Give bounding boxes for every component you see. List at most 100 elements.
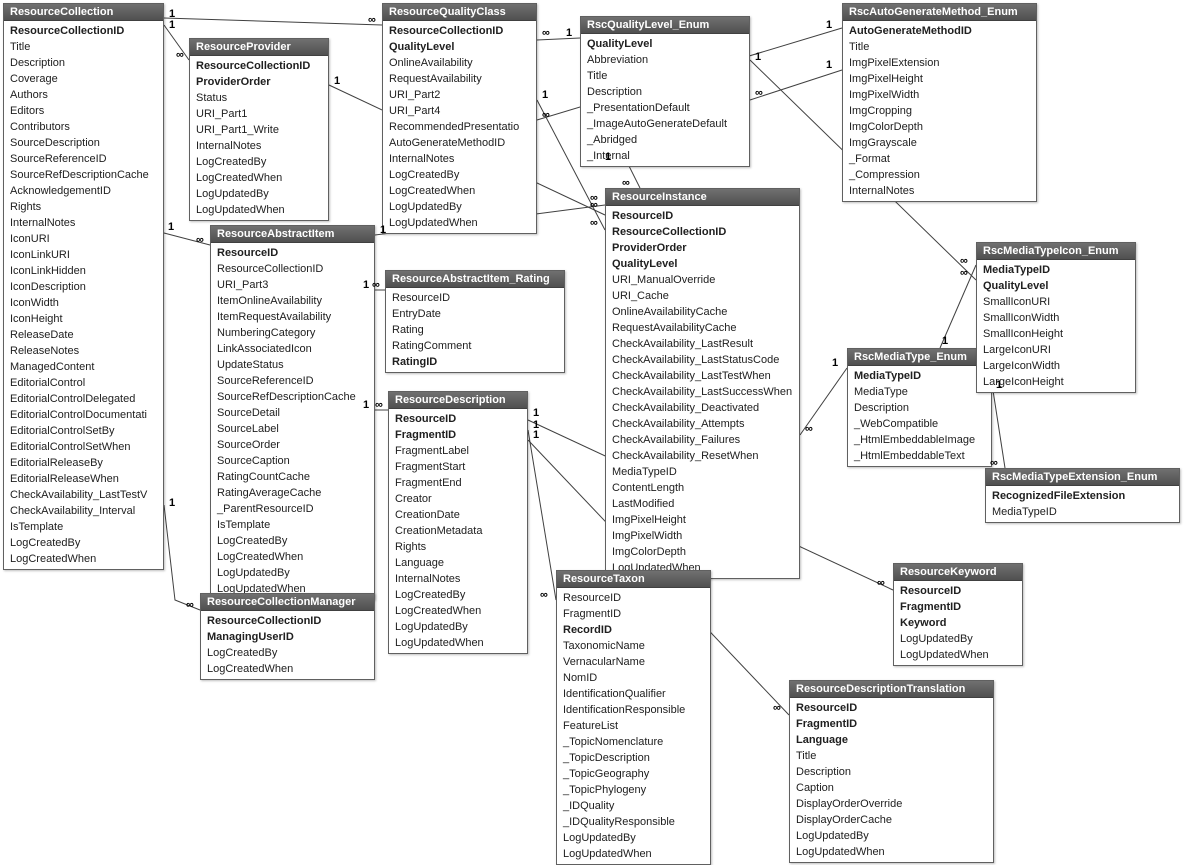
field: LastModified bbox=[606, 496, 799, 512]
cardinality-label: 1 bbox=[533, 430, 539, 441]
field: QualityLevel bbox=[581, 36, 749, 52]
entity-body: MediaTypeIDQualityLevelSmallIconURISmall… bbox=[977, 260, 1135, 392]
field: FragmentID bbox=[557, 606, 710, 622]
field: URI_Part3 bbox=[211, 277, 374, 293]
entity-ResourceAbstractItem: ResourceAbstractItemResourceIDResourceCo… bbox=[210, 225, 375, 600]
field: _TopicDescription bbox=[557, 750, 710, 766]
entity-header: ResourceKeyword bbox=[894, 564, 1022, 581]
field: ResourceCollectionID bbox=[383, 23, 536, 39]
field: InternalNotes bbox=[843, 183, 1036, 199]
field: _HtmlEmbeddableText bbox=[848, 448, 991, 464]
field: Abbreviation bbox=[581, 52, 749, 68]
field: CheckAvailability_LastSuccessWhen bbox=[606, 384, 799, 400]
field: Caption bbox=[790, 780, 993, 796]
cardinality-label: ∞ bbox=[542, 28, 550, 39]
field: _IDQualityResponsible bbox=[557, 814, 710, 830]
field: ImgColorDepth bbox=[606, 544, 799, 560]
field: TaxonomicName bbox=[557, 638, 710, 654]
field: CreationMetadata bbox=[389, 523, 527, 539]
entity-header: RscAutoGenerateMethod_Enum bbox=[843, 4, 1036, 21]
field: EditorialReleaseBy bbox=[4, 455, 163, 471]
field: EditorialControlSetWhen bbox=[4, 439, 163, 455]
cardinality-label: 1 bbox=[542, 90, 548, 101]
field: RatingID bbox=[386, 354, 564, 370]
cardinality-label: 1 bbox=[169, 9, 175, 20]
field: ItemOnlineAvailability bbox=[211, 293, 374, 309]
entity-body: ResourceIDFragmentIDFragmentLabelFragmen… bbox=[389, 409, 527, 653]
field: _ImageAutoGenerateDefault bbox=[581, 116, 749, 132]
field: FeatureList bbox=[557, 718, 710, 734]
field: SmallIconHeight bbox=[977, 326, 1135, 342]
field: CheckAvailability_Interval bbox=[4, 503, 163, 519]
field: QualityLevel bbox=[383, 39, 536, 55]
field: LogCreatedBy bbox=[4, 535, 163, 551]
entity-header: ResourceInstance bbox=[606, 189, 799, 206]
cardinality-label: 1 bbox=[380, 225, 386, 236]
cardinality-label: ∞ bbox=[755, 88, 763, 99]
entity-body: ResourceIDFragmentIDLanguageTitleDescrip… bbox=[790, 698, 993, 862]
field: ResourceID bbox=[790, 700, 993, 716]
field: URI_Part1_Write bbox=[190, 122, 328, 138]
cardinality-label: 1 bbox=[942, 336, 948, 347]
field: SourceReferenceID bbox=[4, 151, 163, 167]
entity-header: RscQualityLevel_Enum bbox=[581, 17, 749, 34]
cardinality-label: 1 bbox=[363, 280, 369, 291]
relationship-edge bbox=[164, 505, 200, 610]
cardinality-label: ∞ bbox=[375, 400, 383, 411]
entity-body: ResourceCollectionIDTitleDescriptionCove… bbox=[4, 21, 163, 569]
entity-header: ResourceQualityClass bbox=[383, 4, 536, 21]
entity-body: ResourceIDResourceCollectionIDProviderOr… bbox=[606, 206, 799, 578]
field: Authors bbox=[4, 87, 163, 103]
field: ImgPixelHeight bbox=[606, 512, 799, 528]
field: Rights bbox=[4, 199, 163, 215]
field: EditorialControlDocumentati bbox=[4, 407, 163, 423]
field: AutoGenerateMethodID bbox=[383, 135, 536, 151]
field: LogUpdatedWhen bbox=[557, 846, 710, 862]
cardinality-label: ∞ bbox=[542, 110, 550, 121]
field: Title bbox=[581, 68, 749, 84]
field: RecommendedPresentatio bbox=[383, 119, 536, 135]
field: Title bbox=[790, 748, 993, 764]
field: EditorialControlSetBy bbox=[4, 423, 163, 439]
field: LogUpdatedWhen bbox=[190, 202, 328, 218]
field: IsTemplate bbox=[211, 517, 374, 533]
field: ItemRequestAvailability bbox=[211, 309, 374, 325]
field: Language bbox=[389, 555, 527, 571]
entity-RscMediaTypeExtension_Enum: RscMediaTypeExtension_EnumRecognizedFile… bbox=[985, 468, 1180, 523]
field: MediaTypeID bbox=[848, 368, 991, 384]
field: SourceRefDescriptionCache bbox=[211, 389, 374, 405]
field: _PresentationDefault bbox=[581, 100, 749, 116]
relationship-edge bbox=[992, 384, 1005, 468]
cardinality-label: ∞ bbox=[622, 178, 630, 189]
field: ResourceCollectionID bbox=[4, 23, 163, 39]
field: ImgPixelHeight bbox=[843, 71, 1036, 87]
field: IdentificationQualifier bbox=[557, 686, 710, 702]
field: OnlineAvailability bbox=[383, 55, 536, 71]
entity-header: ResourceAbstractItem_Rating bbox=[386, 271, 564, 288]
field: SourceLabel bbox=[211, 421, 374, 437]
entity-ResourceInstance: ResourceInstanceResourceIDResourceCollec… bbox=[605, 188, 800, 579]
cardinality-label: 1 bbox=[826, 60, 832, 71]
field: ResourceCollectionID bbox=[211, 261, 374, 277]
field: LogCreatedBy bbox=[389, 587, 527, 603]
field: IconLinkHidden bbox=[4, 263, 163, 279]
field: InternalNotes bbox=[190, 138, 328, 154]
field: ResourceID bbox=[211, 245, 374, 261]
field: CheckAvailability_LastStatusCode bbox=[606, 352, 799, 368]
field: SourceReferenceID bbox=[211, 373, 374, 389]
field: IsTemplate bbox=[4, 519, 163, 535]
field: FragmentLabel bbox=[389, 443, 527, 459]
entity-ResourceDescription: ResourceDescriptionResourceIDFragmentIDF… bbox=[388, 391, 528, 654]
field: LogCreatedWhen bbox=[201, 661, 374, 677]
field: FragmentID bbox=[389, 427, 527, 443]
field: OnlineAvailabilityCache bbox=[606, 304, 799, 320]
entity-ResourceAbstractItem_Rating: ResourceAbstractItem_RatingResourceIDEnt… bbox=[385, 270, 565, 373]
entity-body: ResourceCollectionIDManagingUserIDLogCre… bbox=[201, 611, 374, 679]
field: ResourceCollectionID bbox=[190, 58, 328, 74]
field: IconHeight bbox=[4, 311, 163, 327]
cardinality-label: ∞ bbox=[805, 424, 813, 435]
field: LogUpdatedWhen bbox=[894, 647, 1022, 663]
entity-header: ResourceTaxon bbox=[557, 571, 710, 588]
field: URI_Part1 bbox=[190, 106, 328, 122]
field: ContentLength bbox=[606, 480, 799, 496]
